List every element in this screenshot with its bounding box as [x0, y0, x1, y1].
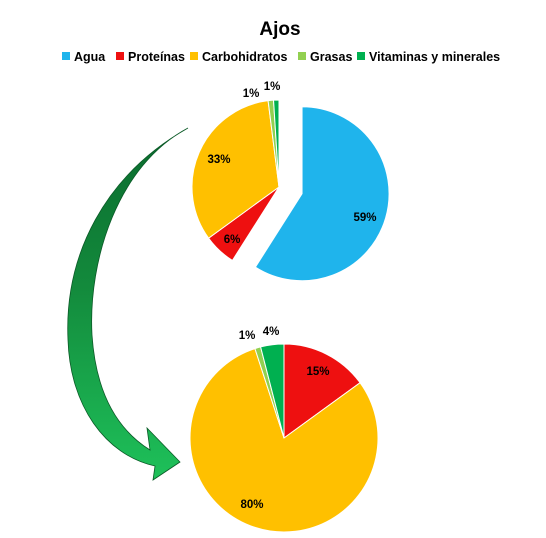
- pie2-label-proteinas: 15%: [306, 366, 329, 378]
- legend-label-carbohidratos: Carbohidratos: [202, 50, 287, 64]
- pie2-label-grasas: 1%: [239, 330, 256, 342]
- pie1-slice-vitaminas-y-minerales: [273, 99, 280, 188]
- pie1-label-agua: 59%: [353, 212, 376, 224]
- legend-label-vitaminas-y-minerales: Vitaminas y minerales: [369, 50, 500, 64]
- legend-swatch-vitaminas-y-minerales: [357, 52, 365, 60]
- pie1-slice-carbohidratos: [191, 100, 280, 239]
- pie2-label-carbohidratos: 80%: [240, 499, 263, 511]
- legend-swatch-agua: [62, 52, 70, 60]
- pie2-label-vitaminas-y-minerales: 4%: [263, 326, 280, 338]
- pie2-slice-carbohidratos: [189, 347, 379, 533]
- pie1-slice-agua: [254, 106, 390, 282]
- legend-label-agua: Agua: [74, 50, 106, 64]
- legend-swatch-proteinas: [116, 52, 124, 60]
- pie1-label-vitaminas-y-minerales: 1%: [264, 81, 281, 93]
- pie2-slice-vitaminas-y-minerales: [260, 343, 285, 439]
- legend-label-proteinas: Proteínas: [128, 50, 185, 64]
- pie2-slice-proteinas: [283, 343, 361, 439]
- transition-arrow: [67, 127, 189, 481]
- legend-label-grasas: Grasas: [310, 50, 352, 64]
- legend-swatch-grasas: [298, 52, 306, 60]
- pie1-label-grasas: 1%: [243, 88, 260, 100]
- pie1-label-proteinas: 6%: [224, 234, 241, 246]
- legend-swatch-carbohidratos: [190, 52, 198, 60]
- pie-chart-2: 15% 80% 1% 4%: [189, 326, 379, 533]
- legend: Agua Proteínas Carbohidratos Grasas Vitamina…: [62, 50, 500, 64]
- pie1-label-carbohidratos: 33%: [207, 154, 230, 166]
- pie-chart-1: 59% 6% 33% 1% 1%: [191, 81, 390, 282]
- chart-title: Ajos: [259, 19, 300, 40]
